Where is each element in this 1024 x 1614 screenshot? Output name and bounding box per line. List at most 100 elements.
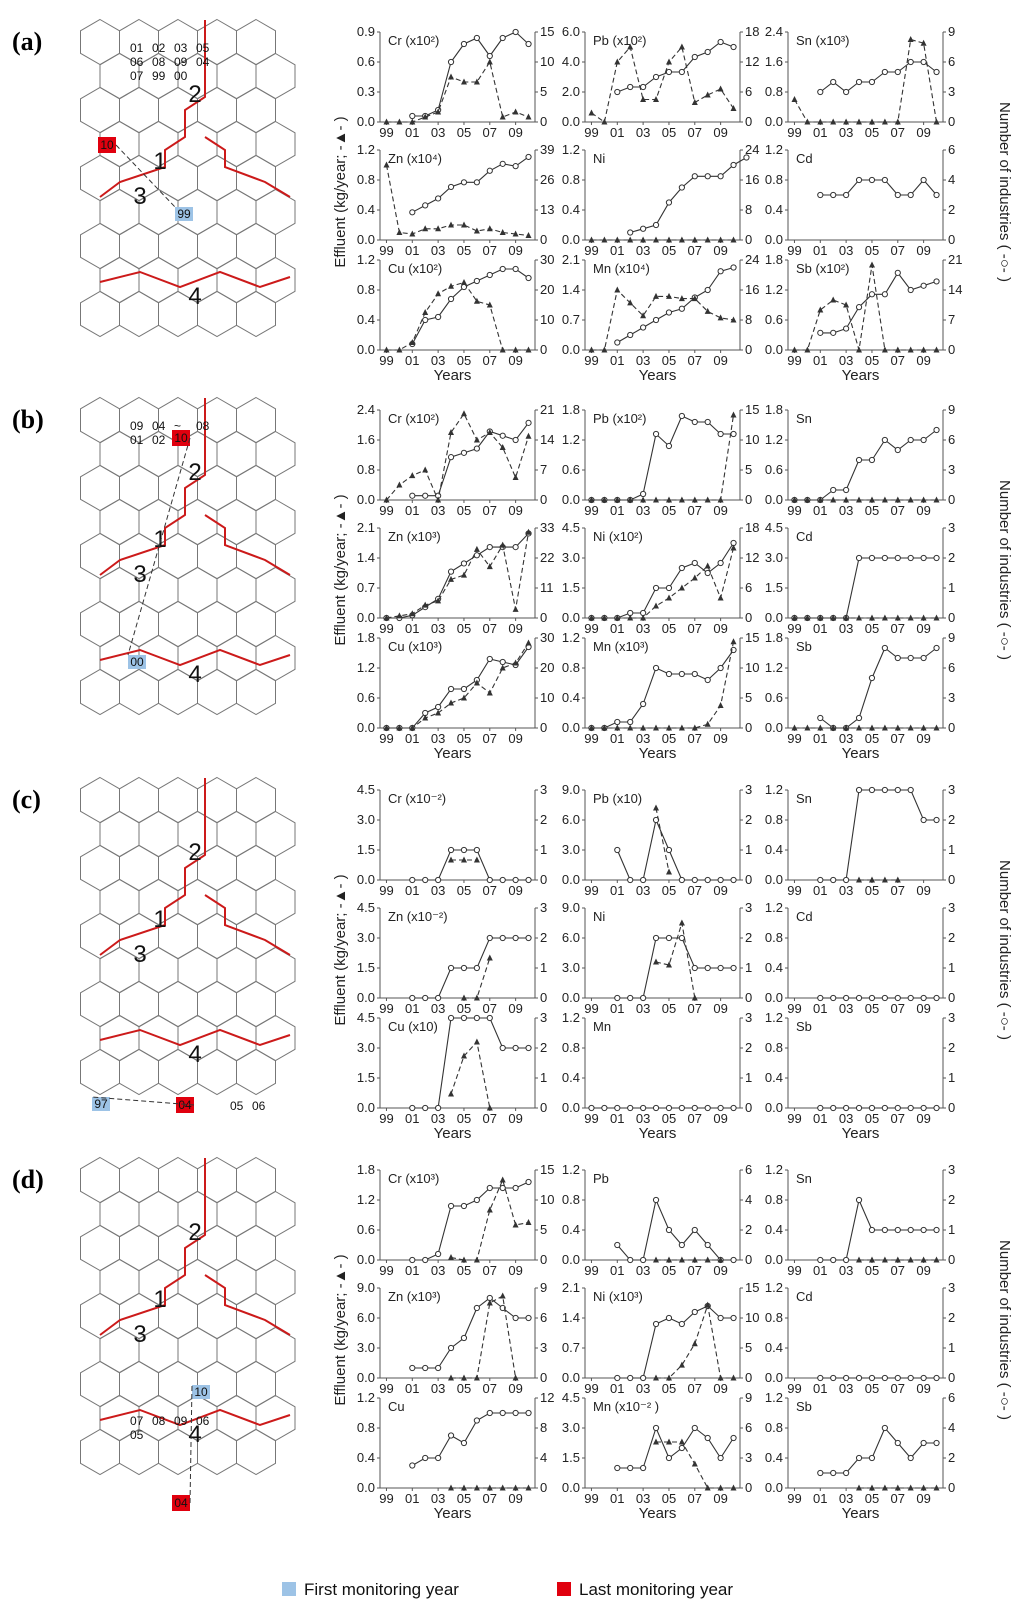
effluent-point [678, 724, 685, 731]
right-tick-label: 3 [948, 900, 955, 915]
hex-cell [216, 634, 257, 682]
industries-point [894, 1226, 901, 1234]
hex-cell [119, 1048, 159, 1096]
effluent-point [856, 724, 862, 731]
effluent-point [804, 496, 811, 503]
effluent-point [409, 724, 416, 731]
effluent-point [422, 601, 429, 608]
right-tick-label: 0 [745, 114, 752, 129]
left-tick-label: 0.0 [765, 1100, 783, 1115]
left-tick-label: 1.2 [765, 142, 783, 157]
right-tick-label: 6 [948, 1390, 955, 1405]
industries-point [640, 876, 647, 884]
x-tick-label: 03 [636, 503, 650, 518]
industries-point [843, 191, 850, 199]
effluent-point [461, 78, 467, 85]
x-tick-label: 09 [916, 1491, 930, 1506]
industries-point [627, 1464, 634, 1472]
effluent-point [856, 1484, 862, 1491]
industries-point [868, 78, 876, 86]
industries-point [512, 934, 519, 942]
effluent-point [730, 638, 737, 645]
effluent-point [448, 429, 454, 435]
industries-point [704, 1241, 711, 1249]
left-tick-label: 4.0 [562, 54, 580, 69]
industries-point [460, 560, 468, 567]
zone-boundary [204, 136, 291, 198]
x-tick-label: 99 [379, 1111, 393, 1126]
hex-cell [197, 1224, 237, 1272]
effluent-point [435, 597, 442, 604]
x-tick-label: 99 [584, 1001, 598, 1016]
industries-point [447, 1344, 455, 1352]
hex-cell [255, 256, 296, 304]
left-axis-label: Effluent (kg/year; -▲- ) [332, 494, 349, 645]
industries-point [652, 584, 660, 592]
effluent-point [678, 919, 685, 926]
x-tick-label: 09 [916, 1263, 930, 1278]
effluent-point [601, 614, 608, 621]
right-tick-label: 15 [745, 630, 759, 645]
left-tick-label: 1.2 [357, 660, 375, 675]
map-year-label: 06 [196, 1414, 210, 1428]
industries-point [627, 1374, 634, 1382]
industries-point [499, 1409, 506, 1417]
effluent-point [691, 496, 698, 503]
industries-point [817, 1374, 824, 1382]
effluent-point [499, 1176, 506, 1183]
effluent-point [856, 346, 862, 353]
effluent-point [601, 236, 608, 243]
zone-boundary [99, 778, 206, 956]
x-tick-label: 01 [610, 1381, 624, 1396]
effluent-point [499, 664, 506, 671]
effluent-line [386, 60, 529, 123]
industries-point [868, 786, 876, 794]
effluent-point [486, 1104, 493, 1111]
effluent-point [817, 496, 824, 503]
industries-point [920, 1439, 927, 1447]
hex-cell [158, 600, 198, 648]
left-tick-label: 3.0 [562, 960, 580, 975]
industries-point [486, 1014, 493, 1022]
industries-point [665, 1314, 673, 1322]
hex-cell [158, 222, 198, 270]
x-tick-label: 07 [891, 1001, 905, 1016]
hex-cell [197, 600, 237, 648]
industries-line [412, 422, 529, 497]
x-tick-label: 01 [813, 883, 827, 898]
legend-first-label: First monitoring year [304, 1580, 459, 1599]
x-tick-label: 07 [891, 731, 905, 746]
industries-point [691, 1308, 698, 1316]
hex-cell [158, 776, 198, 824]
effluent-point [499, 1484, 506, 1491]
effluent-point [473, 78, 480, 85]
hex-cell [216, 1326, 257, 1374]
industries-point [678, 305, 685, 312]
left-tick-label: 0.6 [562, 462, 580, 477]
map-year-label: 05 [230, 1099, 244, 1113]
x-tick-label: 09 [713, 883, 727, 898]
effluent-point [678, 1361, 685, 1368]
right-tick-label: 30 [540, 252, 554, 267]
industries-point [447, 964, 455, 972]
effluent-line [591, 288, 734, 351]
hex-cell [138, 810, 179, 858]
x-tick-label: 01 [610, 1001, 624, 1016]
x-tick-label: 99 [584, 1381, 598, 1396]
effluent-point [653, 96, 659, 102]
left-tick-label: 1.4 [357, 550, 375, 565]
map-year-label: 08 [152, 1414, 166, 1428]
first-year-marker: 97 [92, 1097, 110, 1111]
right-tick-label: 2 [540, 812, 547, 827]
right-tick-label: 0 [745, 1480, 752, 1495]
industries-point [730, 876, 737, 884]
effluent-point [691, 994, 698, 1001]
hex-cell [119, 980, 159, 1028]
x-tick-label: 01 [813, 125, 827, 140]
right-axis-label: Number of industries ( -○- ) [996, 480, 1013, 660]
industries-point [614, 1241, 621, 1249]
industries-point [665, 1104, 673, 1112]
x-tick-label: 01 [405, 1381, 419, 1396]
